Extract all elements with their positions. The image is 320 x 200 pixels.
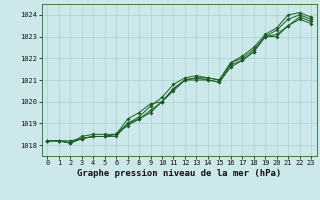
- X-axis label: Graphe pression niveau de la mer (hPa): Graphe pression niveau de la mer (hPa): [77, 169, 281, 178]
